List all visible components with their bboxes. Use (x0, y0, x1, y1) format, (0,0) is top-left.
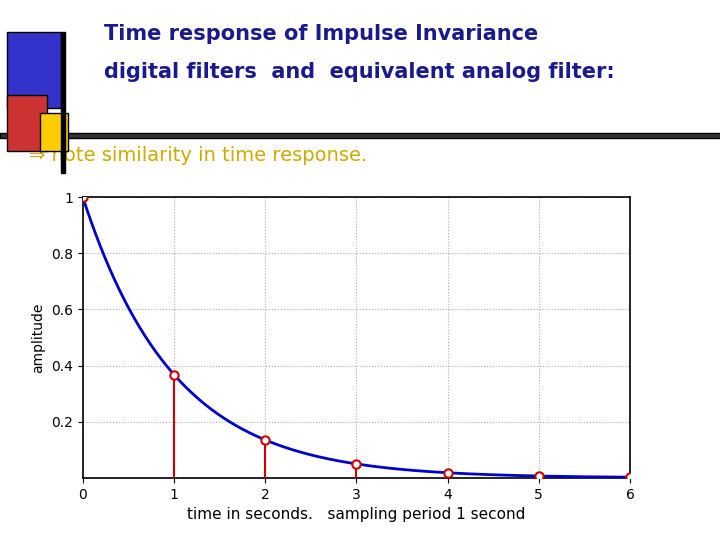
Text: ⇒ note similarity in time response.: ⇒ note similarity in time response. (29, 146, 367, 165)
Y-axis label: amplitude: amplitude (32, 302, 45, 373)
X-axis label: time in seconds.   sampling period 1 second: time in seconds. sampling period 1 secon… (187, 507, 526, 522)
Text: digital filters  and  equivalent analog filter:: digital filters and equivalent analog fi… (104, 62, 615, 82)
Text: Time response of Impulse Invariance: Time response of Impulse Invariance (104, 24, 539, 44)
